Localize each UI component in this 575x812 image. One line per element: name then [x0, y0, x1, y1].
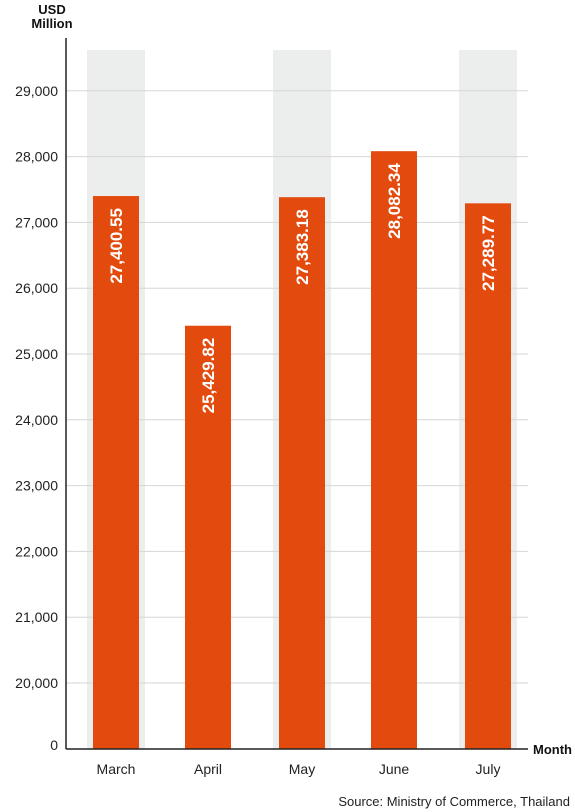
- bar-value-label: 28,082.34: [385, 163, 404, 239]
- bar: [465, 203, 511, 749]
- y-tick-label: 20,000: [15, 675, 58, 691]
- y-tick-label: 29,000: [15, 83, 58, 99]
- x-category-labels: March April May June July: [97, 761, 501, 777]
- x-category-label: March: [97, 761, 136, 777]
- bar-value-label: 27,383.18: [293, 209, 312, 285]
- y-tick-label: 24,000: [15, 412, 58, 428]
- bar-value-label: 27,289.77: [479, 215, 498, 291]
- x-category-label: April: [194, 761, 222, 777]
- x-category-label: June: [379, 761, 410, 777]
- y-tick-label: 22,000: [15, 543, 58, 559]
- x-category-label: May: [289, 761, 315, 777]
- y-tick-label: 0: [50, 737, 58, 753]
- y-tick-label: 21,000: [15, 609, 58, 625]
- bar: [93, 196, 139, 749]
- y-tick-label: 23,000: [15, 478, 58, 494]
- bar-value-labels: 27,400.55 25,429.82 27,383.18 28,082.34 27,2…: [107, 163, 498, 414]
- bar: [371, 151, 417, 750]
- bar: [185, 325, 231, 749]
- y-tick-label: 28,000: [15, 149, 58, 165]
- y-tick-labels: 0 20,000 21,000 22,000 23,000 24,000 25,000 26,…: [15, 83, 58, 753]
- y-tick-label: 26,000: [15, 280, 58, 296]
- y-tick-label: 27,000: [15, 214, 58, 230]
- y-axis-label-line1: USD: [38, 2, 65, 17]
- y-axis-label-line2: Million: [31, 16, 72, 31]
- bars: [93, 151, 511, 750]
- y-tick-label: 25,000: [15, 346, 58, 362]
- bar-value-label: 25,429.82: [199, 338, 218, 414]
- x-axis-label: Month: [533, 742, 572, 757]
- bar-value-label: 27,400.55: [107, 208, 126, 284]
- x-category-label: July: [476, 761, 501, 777]
- source-note: Source: Ministry of Commerce, Thailand: [338, 794, 570, 809]
- bar: [279, 197, 325, 749]
